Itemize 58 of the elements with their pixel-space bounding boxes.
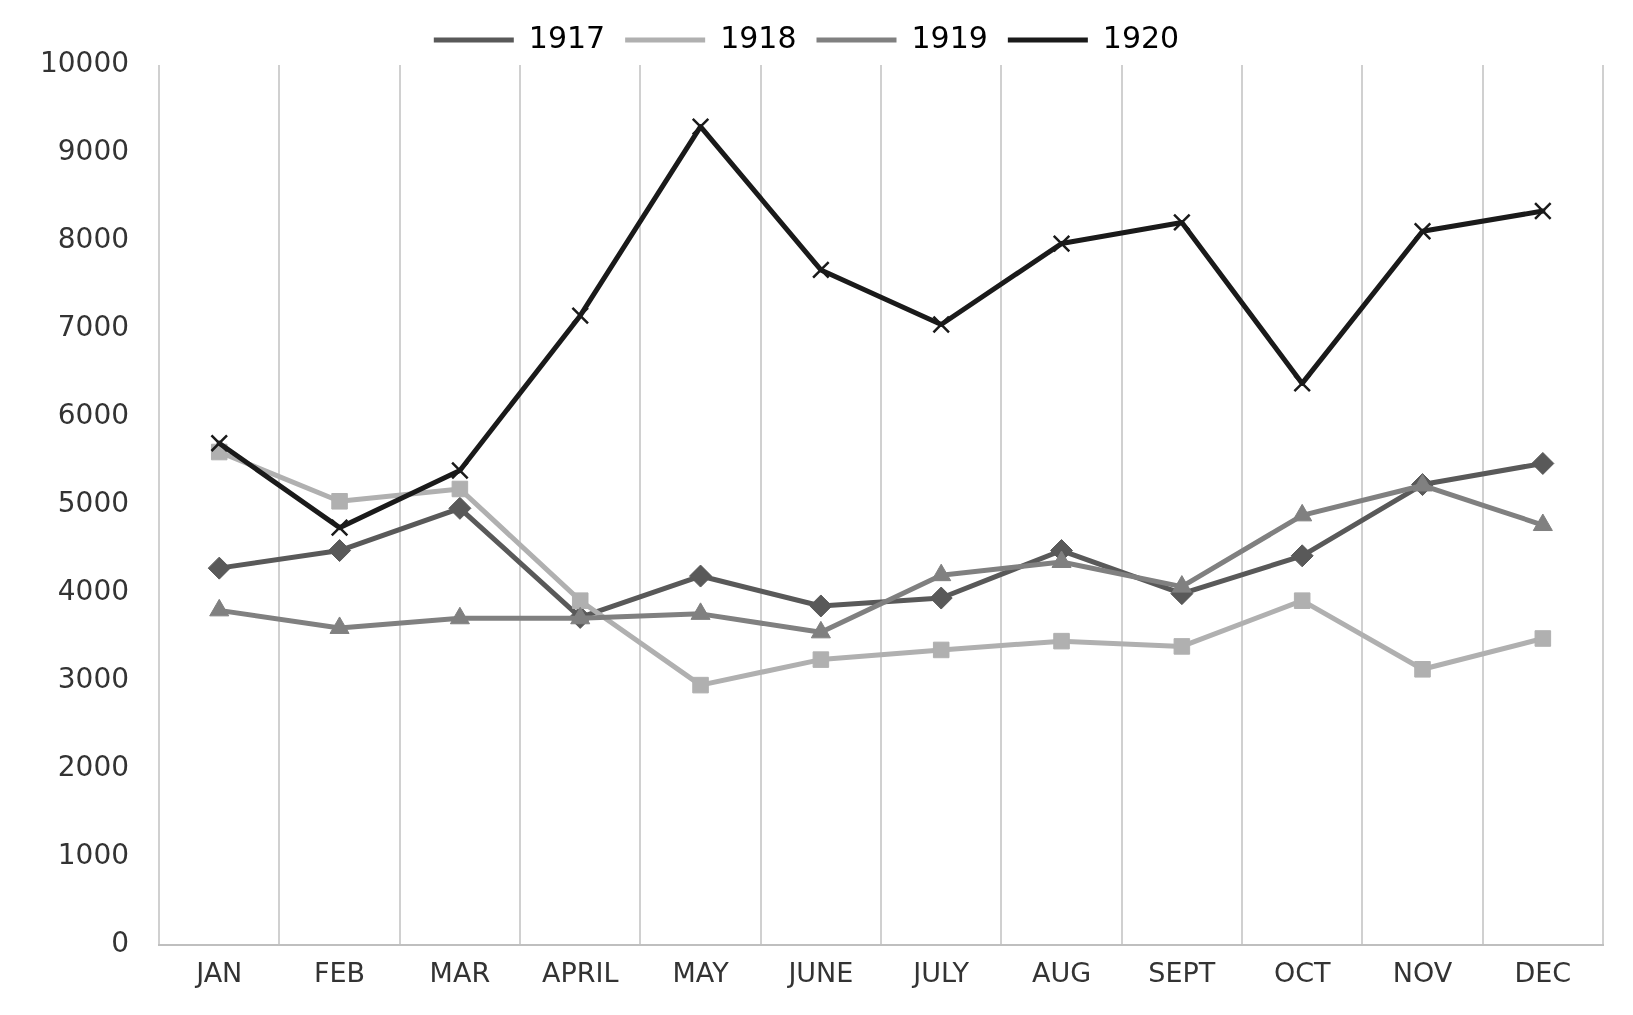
point bbox=[451, 480, 469, 498]
y-tick-label: 1000 bbox=[57, 837, 130, 871]
y-tick-label: 4000 bbox=[57, 574, 130, 608]
point bbox=[1293, 374, 1312, 393]
y-tick-label: 3000 bbox=[57, 662, 130, 695]
point bbox=[1053, 632, 1070, 650]
point bbox=[812, 651, 830, 668]
x-tick-label: JAN bbox=[194, 956, 243, 988]
point bbox=[1413, 222, 1432, 241]
legend-label: 1918 bbox=[720, 19, 797, 55]
point bbox=[1533, 201, 1552, 221]
x-tick-label: NOV bbox=[1392, 956, 1453, 988]
y-tick-label: 7000 bbox=[57, 310, 130, 344]
y-tick-label: 8000 bbox=[57, 222, 130, 256]
point bbox=[1534, 630, 1552, 647]
point bbox=[809, 594, 833, 618]
point bbox=[331, 493, 348, 510]
point bbox=[1531, 451, 1555, 475]
point bbox=[1173, 638, 1191, 655]
y-tick-label: 5000 bbox=[57, 486, 130, 520]
x-tick-label: MAR bbox=[429, 956, 491, 988]
y-tick-label: 6000 bbox=[57, 398, 130, 432]
point bbox=[932, 315, 951, 334]
point bbox=[1293, 592, 1311, 609]
point bbox=[330, 518, 349, 537]
legend-label: 1919 bbox=[911, 19, 988, 55]
point bbox=[571, 306, 590, 325]
point bbox=[210, 434, 229, 453]
point bbox=[689, 564, 713, 588]
legend-label: 1917 bbox=[528, 19, 606, 55]
point bbox=[571, 592, 589, 609]
y-tick-label: 9000 bbox=[57, 134, 130, 168]
y-tick-label: 2000 bbox=[57, 749, 130, 783]
x-tick-label: DEC bbox=[1514, 956, 1572, 988]
point bbox=[207, 556, 231, 580]
x-tick-label: FEB bbox=[314, 956, 366, 988]
point bbox=[691, 117, 710, 136]
x-tick-label: SEPT bbox=[1148, 956, 1216, 988]
point bbox=[929, 586, 953, 610]
x-tick-label: JUNE bbox=[786, 956, 854, 988]
x-tick-label: JULY bbox=[911, 956, 970, 988]
point bbox=[811, 260, 830, 279]
y-tick-label: 0 bbox=[111, 925, 130, 959]
x-tick-label: APRIL bbox=[541, 956, 619, 988]
y-tick-label: 10000 bbox=[39, 46, 130, 80]
point bbox=[1052, 234, 1071, 253]
point bbox=[1290, 544, 1314, 568]
point bbox=[932, 641, 950, 659]
x-tick-label: OCT bbox=[1273, 956, 1331, 988]
point bbox=[1414, 661, 1431, 678]
x-tick-label: MAY bbox=[672, 956, 730, 988]
point bbox=[692, 676, 709, 694]
legend-label: 1920 bbox=[1102, 19, 1180, 55]
x-tick-label: AUG bbox=[1031, 956, 1092, 988]
point bbox=[1172, 213, 1191, 232]
point bbox=[448, 496, 472, 520]
point bbox=[450, 461, 469, 480]
point bbox=[328, 539, 352, 563]
